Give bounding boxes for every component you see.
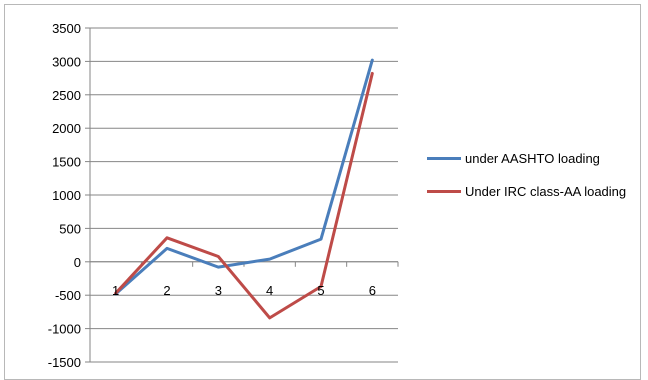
x-tick-label: 2 xyxy=(163,283,170,298)
x-tick-label: 1 xyxy=(112,283,119,298)
y-tick-label: -500 xyxy=(55,288,81,303)
y-tick-label: 0 xyxy=(74,255,81,270)
y-tick-label: 2500 xyxy=(52,88,81,103)
y-tick-label: 3500 xyxy=(52,21,81,36)
legend: under AASHTO loading Under IRC class-AA … xyxy=(427,150,637,216)
y-tick-label: 3000 xyxy=(52,54,81,69)
y-tick-label: 1500 xyxy=(52,155,81,170)
series-line-2 xyxy=(114,71,374,320)
series-line-1 xyxy=(114,58,374,296)
legend-entry-aashto: under AASHTO loading xyxy=(427,150,637,167)
y-tick-label: 500 xyxy=(59,221,81,236)
gridlines xyxy=(90,27,398,363)
x-tick-label: 5 xyxy=(317,283,324,298)
legend-swatch-aashto xyxy=(427,157,461,160)
legend-swatch-irc xyxy=(427,190,461,193)
legend-label-aashto: under AASHTO loading xyxy=(465,151,600,166)
y-tick-label: -1500 xyxy=(48,355,81,370)
y-tick-label: 2000 xyxy=(52,121,81,136)
y-tick-label: -1000 xyxy=(48,322,81,337)
x-axis-tick-labels: 1 2 3 4 5 6 xyxy=(112,283,376,298)
x-tick-label: 3 xyxy=(215,283,222,298)
series-lines xyxy=(114,58,374,320)
legend-label-irc: Under IRC class-AA loading xyxy=(465,184,627,199)
x-tick-label: 6 xyxy=(369,283,376,298)
legend-entry-irc: Under IRC class-AA loading xyxy=(427,183,637,200)
y-tick-label: 1000 xyxy=(52,188,81,203)
chart-frame xyxy=(4,4,641,380)
x-tick-label: 4 xyxy=(266,283,273,298)
y-axis-tick-labels: 3500 3000 2500 2000 1500 1000 500 0 -500 -1000 -15… xyxy=(48,21,81,370)
